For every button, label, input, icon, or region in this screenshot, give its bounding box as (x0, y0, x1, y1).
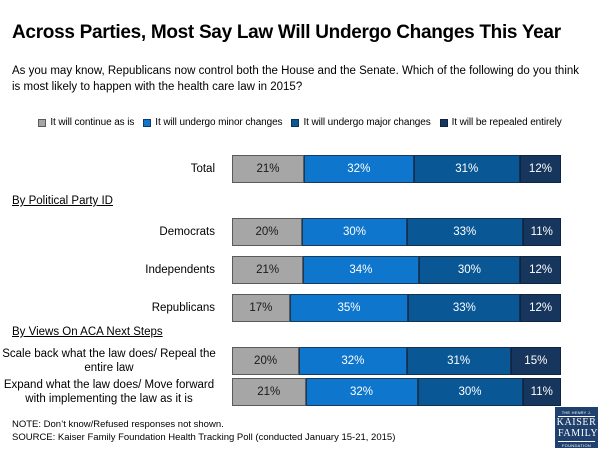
row-label: Total (190, 163, 215, 175)
row-label: Scale back what the law does/ Repeal the… (2, 347, 216, 374)
legend-swatch-icon (38, 118, 47, 127)
bar-segment-minor-changes: 32% (299, 347, 407, 375)
bar-segment-minor-changes: 32% (305, 378, 418, 406)
legend-label: It will continue as is (50, 117, 135, 128)
bar-segment-continue-as-is: 21% (232, 378, 306, 406)
section-header: By Political Party ID (12, 195, 113, 207)
legend-label: It will be repealed entirely (451, 117, 562, 128)
bar-segment-continue-as-is: 20% (232, 218, 302, 246)
logo-line-kaiser: KAISER (556, 417, 597, 428)
bar-segment-minor-changes: 30% (302, 218, 407, 246)
section-header: By Views On ACA Next Steps (12, 326, 163, 338)
legend-swatch-icon (143, 118, 152, 127)
legend-item-minor-changes: It will undergo minor changes (143, 117, 283, 128)
bar-segment-repealed-entirely: 12% (519, 155, 561, 183)
bar-segment-minor-changes: 32% (303, 155, 414, 183)
bar-segment-major-changes: 33% (408, 294, 521, 322)
stacked-bar: 21% 34% 30% 12% (232, 256, 561, 284)
bar-segment-major-changes: 31% (406, 347, 511, 375)
logo-line-foundation: FOUNDATION (561, 442, 592, 448)
bar-segment-repealed-entirely: 12% (520, 294, 561, 322)
bar-segment-major-changes: 30% (417, 378, 523, 406)
row-label: Democrats (159, 226, 215, 238)
logo-line-family: FAMILY (558, 428, 598, 442)
stacked-bar: 20% 32% 31% 15% (232, 347, 561, 375)
stacked-bar: 17% 35% 33% 12% (232, 294, 561, 322)
bar-segment-major-changes: 31% (413, 155, 520, 183)
bar-segment-major-changes: 33% (407, 218, 523, 246)
bar-segment-repealed-entirely: 11% (522, 378, 561, 406)
legend-item-major-changes: It will undergo major changes (291, 117, 431, 128)
stacked-bar: 21% 32% 30% 11% (232, 378, 561, 406)
stacked-bar: 20% 30% 33% 11% (232, 218, 561, 246)
note-source-block: NOTE: Don’t know/Refused responses not s… (12, 418, 395, 445)
bar-segment-repealed-entirely: 11% (522, 218, 561, 246)
survey-question-text: As you may know, Republicans now control… (12, 65, 580, 93)
source-text: SOURCE: Kaiser Family Foundation Health … (12, 432, 396, 444)
logo-line-henry-j: THE HENRY J. (558, 410, 595, 417)
row-label: Expand what the law does/ Move forward w… (3, 378, 215, 405)
bar-segment-continue-as-is: 20% (232, 347, 300, 375)
page-title: Across Parties, Most Say Law Will Underg… (12, 22, 561, 43)
note-text: NOTE: Don’t know/Refused responses not s… (12, 419, 224, 430)
bar-segment-repealed-entirely: 12% (520, 256, 561, 284)
legend-item-repealed-entirely: It will be repealed entirely (439, 117, 562, 128)
legend-swatch-icon (291, 118, 300, 127)
legend-label: It will undergo minor changes (155, 117, 283, 128)
legend: It will continue as is It will undergo mi… (0, 117, 600, 128)
bar-segment-repealed-entirely: 15% (510, 347, 561, 375)
legend-swatch-icon (439, 118, 448, 127)
bar-segment-minor-changes: 34% (303, 256, 419, 284)
bar-segment-continue-as-is: 21% (232, 256, 304, 284)
row-label: Republicans (151, 302, 215, 314)
bar-segment-major-changes: 30% (418, 256, 521, 284)
bar-segment-continue-as-is: 21% (232, 155, 304, 183)
bar-segment-continue-as-is: 17% (232, 294, 290, 322)
stacked-bar: 21% 32% 31% 12% (232, 155, 561, 183)
legend-label: It will undergo major changes (303, 117, 431, 128)
kaiser-family-foundation-logo: THE HENRY J. KAISER FAMILY FOUNDATION (555, 407, 598, 448)
row-label: Independents (145, 264, 215, 276)
bar-segment-minor-changes: 35% (289, 294, 409, 322)
legend-item-continue-as-is: It will continue as is (38, 117, 134, 128)
